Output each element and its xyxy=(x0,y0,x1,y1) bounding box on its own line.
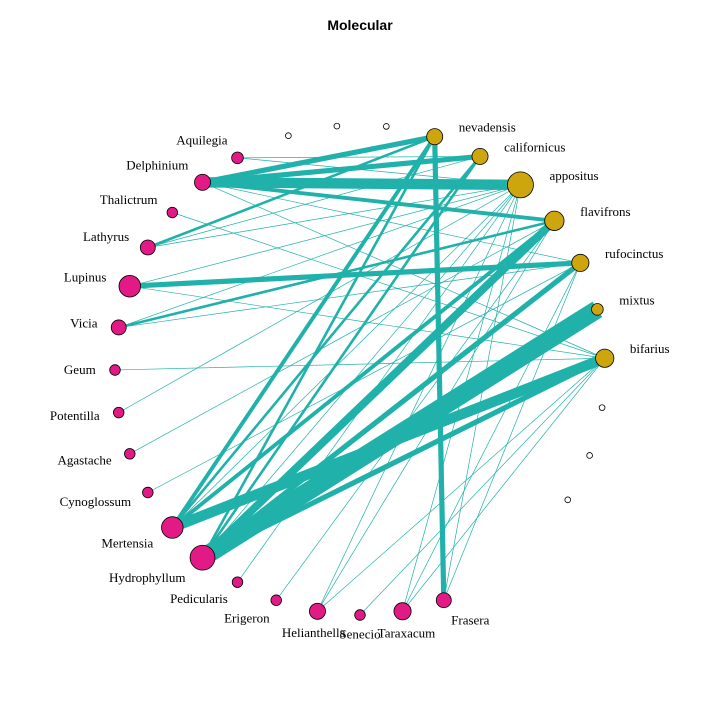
edge-taraxacum-appositus xyxy=(402,184,521,612)
pollinator-label-californicus: californicus xyxy=(504,139,565,154)
pollinator-label-mixtus: mixtus xyxy=(619,292,654,307)
plant-label-senecio: Senecio xyxy=(339,626,380,641)
edge-delphinium-nevadensis xyxy=(202,134,436,185)
pollinator-label-appositus: appositus xyxy=(549,168,598,183)
edge-layer xyxy=(114,134,607,616)
edge-hydrophyllum-californicus xyxy=(201,155,482,559)
plant-node-helianthella xyxy=(309,602,326,620)
edge-erigeron-flavifrons xyxy=(275,220,555,601)
plant-label-lathyrus: Lathyrus xyxy=(83,229,129,244)
edge-lathyrus-nevadensis xyxy=(147,135,436,249)
plant-node-potentilla xyxy=(113,406,125,419)
plant-label-cynoglossum: Cynoglossum xyxy=(60,494,132,509)
plant-label-pedicularis: Pedicularis xyxy=(170,591,228,606)
plant-node-aquilegia xyxy=(231,151,244,165)
plant-label-taraxacum: Taraxacum xyxy=(378,626,436,641)
diagram-title: Molecular xyxy=(327,17,393,33)
plant-node-thalictrum xyxy=(166,206,179,219)
plant-node-delphinium xyxy=(194,173,211,191)
edge-frasera-rufocinctus xyxy=(443,262,581,601)
pollinator-node-u3 xyxy=(383,123,390,130)
label-layer: nevadensis californicus appositus flavifron… xyxy=(50,120,670,642)
pollinator-node-californicus xyxy=(471,147,489,165)
edge-vicia-appositus xyxy=(118,184,521,328)
pollinator-node-bifarius xyxy=(595,348,615,368)
plant-node-taraxacum xyxy=(393,602,412,621)
plant-node-pedicularis xyxy=(231,576,244,588)
edge-frasera-appositus xyxy=(443,184,521,601)
edge-taraxacum-bifarius xyxy=(402,358,605,612)
edge-frasera-nevadensis xyxy=(432,136,447,601)
edge-potentilla-appositus xyxy=(118,184,521,413)
plant-label-thalictrum: Thalictrum xyxy=(100,192,158,207)
pollinator-node-nevadensis xyxy=(426,128,444,146)
edge-mertensia-appositus xyxy=(172,184,521,528)
edge-thalictrum-bifarius xyxy=(172,212,605,359)
edge-helianthella-bifarius xyxy=(317,357,605,612)
plant-label-aquilegia: Aquilegia xyxy=(176,133,227,148)
pollinator-node-u2 xyxy=(333,122,341,130)
edge-lathyrus-appositus xyxy=(147,184,521,248)
edge-mertensia-nevadensis xyxy=(170,135,437,529)
plant-node-erigeron xyxy=(270,594,282,606)
node-layer xyxy=(109,122,615,621)
plant-node-lupinus xyxy=(118,275,141,298)
edge-mertensia-californicus xyxy=(171,155,482,529)
edge-hydrophyllum-bifarius xyxy=(201,355,606,561)
plant-label-hydrophyllum: Hydrophyllum xyxy=(109,570,186,585)
edge-delphinium-flavifrons xyxy=(202,180,555,223)
plant-label-frasera: Frasera xyxy=(451,612,489,627)
pollinator-label-bifarius: bifarius xyxy=(630,341,670,356)
edge-agastache-flavifrons xyxy=(129,220,555,455)
edge-helianthella-appositus xyxy=(317,184,521,612)
plant-label-potentilla: Potentilla xyxy=(50,408,100,423)
plant-node-geum xyxy=(109,364,121,376)
edge-hydrophyllum-appositus xyxy=(202,184,521,558)
edge-lathyrus-californicus xyxy=(147,156,481,248)
plant-label-helianthella: Helianthella xyxy=(282,625,346,640)
edge-lupinus-appositus xyxy=(129,184,521,287)
plant-label-geum: Geum xyxy=(64,362,96,377)
plant-node-mertensia xyxy=(161,516,184,539)
edge-pedicularis-appositus xyxy=(237,184,521,583)
edge-senecio-bifarius xyxy=(359,358,605,616)
plant-node-cynoglossum xyxy=(142,486,154,499)
pollinator-node-u5 xyxy=(586,452,593,459)
pollinator-node-appositus xyxy=(507,171,534,199)
plant-node-vicia xyxy=(110,319,127,336)
plant-label-agastache: Agastache xyxy=(57,452,111,467)
plant-label-mertensia: Mertensia xyxy=(101,535,153,550)
edge-taraxacum-rufocinctus xyxy=(402,262,581,612)
pollinator-label-nevadensis: nevadensis xyxy=(459,120,516,135)
plant-node-hydrophyllum xyxy=(189,544,216,571)
edge-hydrophyllum-flavifrons xyxy=(199,218,558,561)
pollinator-node-mixtus xyxy=(591,303,604,316)
pollinator-node-u1 xyxy=(285,132,292,139)
plant-label-delphinium: Delphinium xyxy=(126,157,188,172)
plant-label-erigeron: Erigeron xyxy=(224,610,270,625)
plant-label-lupinus: Lupinus xyxy=(64,270,107,285)
pollinator-node-rufocinctus xyxy=(571,253,590,272)
pollinator-label-rufocinctus: rufocinctus xyxy=(605,246,663,261)
plant-node-frasera xyxy=(435,592,452,609)
pollinator-node-u6 xyxy=(564,496,572,504)
edge-helianthella-flavifrons xyxy=(317,220,555,612)
pollinator-node-flavifrons xyxy=(544,210,565,231)
edge-mertensia-flavifrons xyxy=(171,219,556,530)
pollinator-label-flavifrons: flavifrons xyxy=(580,204,631,219)
plant-node-senecio xyxy=(354,609,366,621)
plant-node-lathyrus xyxy=(139,239,156,256)
edge-hydrophyllum-rufocinctus xyxy=(200,260,582,560)
edge-hydrophyllum-mixtus xyxy=(197,301,603,566)
plant-node-agastache xyxy=(124,448,136,460)
edge-delphinium-appositus xyxy=(202,177,521,191)
pollinator-node-u4 xyxy=(598,404,606,411)
plant-label-vicia: Vicia xyxy=(70,316,98,331)
edge-aquilegia-appositus xyxy=(237,157,521,186)
edge-aquilegia-californicus xyxy=(237,156,481,159)
edge-hydrophyllum-nevadensis xyxy=(201,136,436,559)
